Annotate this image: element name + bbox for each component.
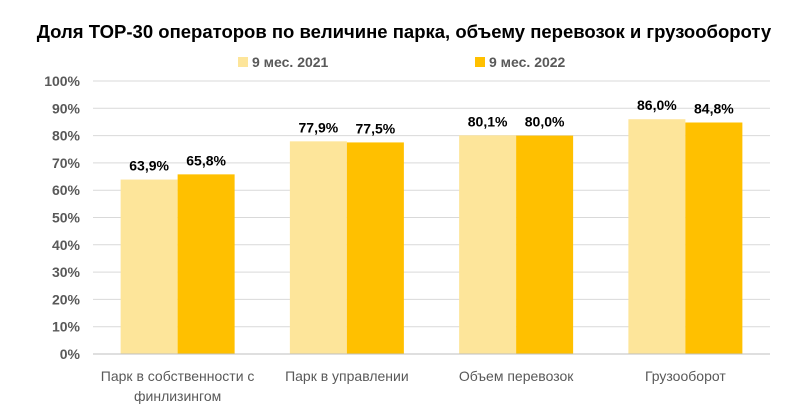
data-label: 63,9% xyxy=(129,158,169,174)
y-tick-label: 60% xyxy=(52,182,81,198)
y-tick-label: 100% xyxy=(44,73,80,89)
x-axis: Парк в собственности с финлизингом Парк в … xyxy=(93,353,770,404)
bars xyxy=(120,119,743,354)
legend-swatch-2022 xyxy=(475,57,485,67)
x-tick-label: Грузооборот xyxy=(645,368,726,384)
y-tick-label: 10% xyxy=(52,319,81,335)
y-tick-label: 20% xyxy=(52,291,81,307)
y-tick-label: 80% xyxy=(52,128,81,144)
bar-2021 xyxy=(289,141,347,354)
data-label: 77,9% xyxy=(299,119,339,135)
data-label: 84,8% xyxy=(694,100,734,116)
data-labels: 63,9% 65,8% 77,9% 77,5% 80,1% 80,0% 86,0% 84,8% xyxy=(129,97,734,173)
data-label: 77,5% xyxy=(356,120,396,136)
chart-title: Доля TOP-30 операторов по величине парка… xyxy=(37,21,772,42)
x-tick-label: Объем перевозок xyxy=(459,368,574,384)
legend-label-2022: 9 мес. 2022 xyxy=(489,54,566,70)
legend: 9 мес. 2021 9 мес. 2022 xyxy=(238,54,566,70)
bar-2021 xyxy=(459,135,517,354)
data-label: 80,1% xyxy=(468,113,508,129)
bar-2022 xyxy=(685,122,743,354)
x-tick-label: Парк в собственности с xyxy=(101,368,255,384)
bar-2021 xyxy=(628,119,686,354)
legend-label-2021: 9 мес. 2021 xyxy=(252,54,329,70)
x-tick-label: финлизингом xyxy=(134,388,221,404)
bar-2022 xyxy=(516,135,574,354)
y-tick-label: 0% xyxy=(60,346,81,362)
y-tick-label: 50% xyxy=(52,210,81,226)
y-tick-label: 70% xyxy=(52,155,81,171)
data-label: 80,0% xyxy=(525,114,565,130)
y-axis: 0% 10% 20% 30% 40% 50% 60% 70% 80% 90% 100% xyxy=(44,73,80,362)
x-tick-label: Парк в управлении xyxy=(285,368,409,384)
y-tick-label: 30% xyxy=(52,264,81,280)
bar-2021 xyxy=(120,179,178,354)
bar-2022 xyxy=(346,142,404,354)
data-label: 65,8% xyxy=(186,152,226,168)
y-tick-label: 40% xyxy=(52,237,81,253)
bar-2022 xyxy=(177,174,235,354)
legend-swatch-2021 xyxy=(238,57,248,67)
data-label: 86,0% xyxy=(637,97,677,113)
y-tick-label: 90% xyxy=(52,100,81,116)
